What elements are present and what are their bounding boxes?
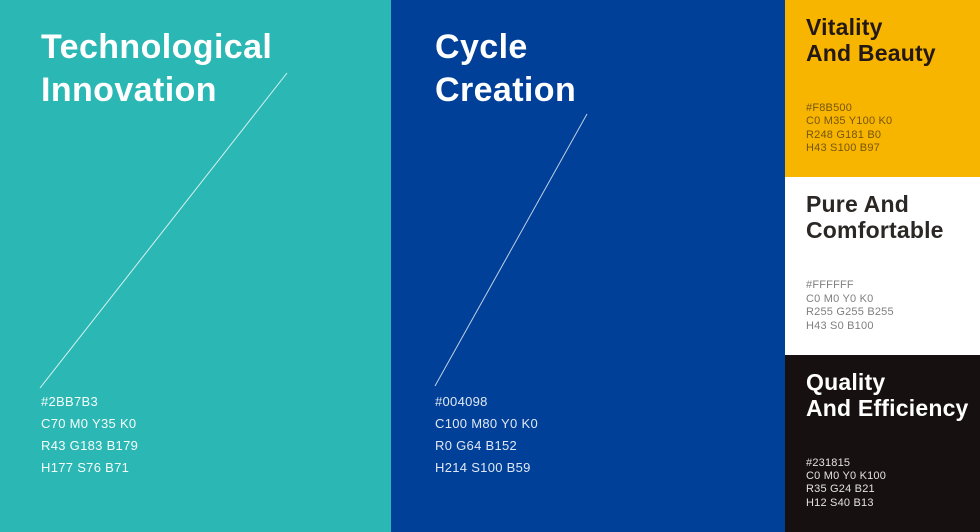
hex-value: #FFFFFF	[806, 279, 854, 292]
panel-title-line1: Cycle	[435, 28, 528, 66]
panel-title: Vitality And Beauty	[806, 14, 936, 66]
panel-title-line2: And Efficiency	[806, 394, 969, 421]
hex-value: #231815	[806, 456, 851, 469]
panel-title-line1: Technological	[41, 28, 273, 66]
hsb-value: H12 S40 B13	[806, 496, 874, 509]
color-panel-blue: Cycle Creation #004098 C100 M80 Y0 K0 R0…	[391, 0, 785, 532]
panel-title: Pure And Comfortable	[806, 191, 944, 243]
cmyk-value: C100 M80 Y0 K0	[435, 416, 538, 431]
panel-title-line1: Pure And	[806, 191, 909, 218]
cmyk-value: C0 M35 Y100 K0	[806, 115, 893, 128]
panel-title: Technological Innovation	[41, 26, 272, 112]
panel-title: Cycle Creation	[435, 26, 576, 112]
color-panel-black: Quality And Efficiency #231815 C0 M0 Y0 …	[785, 354, 980, 532]
rgb-value: R248 G181 B0	[806, 128, 882, 141]
hsb-value: H177 S76 B71	[41, 460, 130, 475]
right-color-column: Vitality And Beauty #F8B500 C0 M35 Y100 …	[785, 0, 980, 532]
hex-value: #004098	[435, 394, 488, 409]
rgb-value: R35 G24 B21	[806, 483, 875, 496]
panel-title-line1: Vitality	[806, 14, 883, 40]
hsb-value: H214 S100 B59	[435, 460, 531, 475]
color-panel-white: Pure And Comfortable #FFFFFF C0 M0 Y0 K0…	[785, 177, 980, 355]
panel-title-line2: Creation	[435, 71, 577, 109]
panel-title-line1: Quality	[806, 368, 886, 395]
panel-title: Quality And Efficiency	[806, 369, 969, 421]
panel-title-line2: Innovation	[41, 71, 217, 109]
color-spec: #FFFFFF C0 M0 Y0 K0 R255 G255 B255 H43 S…	[806, 279, 894, 333]
hex-value: #2BB7B3	[41, 394, 99, 409]
color-panel-teal: Technological Innovation #2BB7B3 C70 M0 …	[0, 0, 391, 532]
panel-title-line2: And Beauty	[806, 40, 936, 66]
color-spec: #2BB7B3 C70 M0 Y35 K0 R43 G183 B179 H177…	[41, 391, 138, 479]
panel-title-line2: Comfortable	[806, 217, 944, 244]
color-spec: #004098 C100 M80 Y0 K0 R0 G64 B152 H214 …	[435, 391, 538, 479]
cmyk-value: C0 M0 Y0 K100	[806, 470, 887, 483]
hsb-value: H43 S0 B100	[806, 319, 874, 332]
cmyk-value: C70 M0 Y35 K0	[41, 416, 137, 431]
rgb-value: R43 G183 B179	[41, 438, 139, 453]
cmyk-value: C0 M0 Y0 K0	[806, 292, 874, 305]
rgb-value: R0 G64 B152	[435, 438, 518, 453]
color-panel-yellow: Vitality And Beauty #F8B500 C0 M35 Y100 …	[785, 0, 980, 178]
hsb-value: H43 S100 B97	[806, 142, 880, 155]
color-spec: #231815 C0 M0 Y0 K100 R35 G24 B21 H12 S4…	[806, 457, 886, 511]
hex-value: #F8B500	[806, 102, 853, 114]
color-spec: #F8B500 C0 M35 Y100 K0 R248 G181 B0 H43 …	[806, 102, 892, 156]
rgb-value: R255 G255 B255	[806, 306, 894, 319]
